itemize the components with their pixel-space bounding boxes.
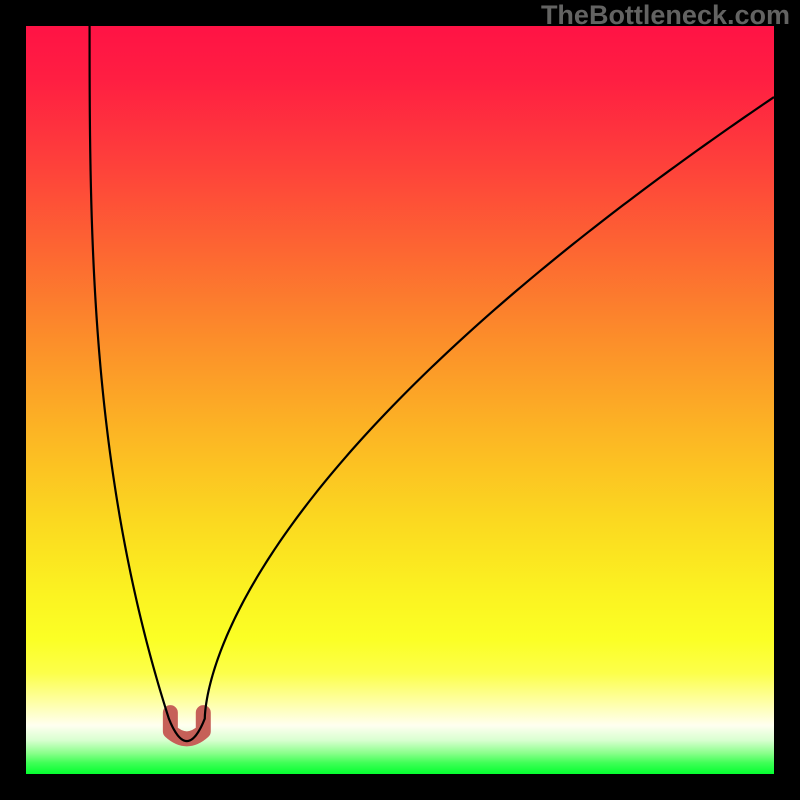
- watermark-text: TheBottleneck.com: [541, 0, 790, 31]
- frame-left: [0, 0, 26, 800]
- frame-right: [774, 0, 800, 800]
- bottleneck-chart: [0, 0, 800, 800]
- frame-bottom: [0, 774, 800, 800]
